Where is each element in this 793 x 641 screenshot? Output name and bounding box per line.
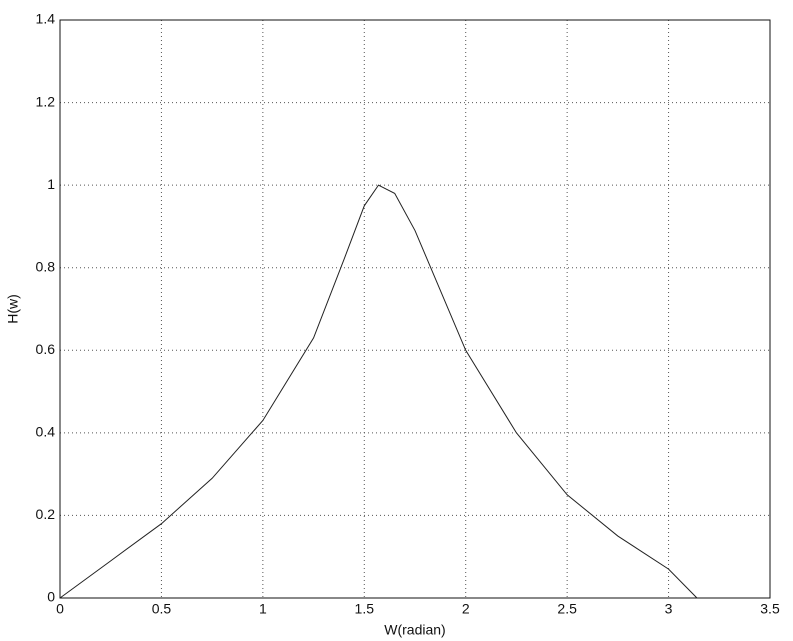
x-tick-label: 2.5 [557,601,577,617]
line [60,185,697,598]
chart: W(radian) H(w) 0 0.2 0.4 0.6 0.8 1 1.2 1.4 0 0.5 1… [0,0,793,641]
y-tick-label: 1.2 [36,93,56,109]
x-tick-label: 3.5 [760,601,780,617]
x-tick-label: 0.5 [152,601,172,617]
y-tick-label: 1 [47,176,55,192]
y-tick-label: 0.6 [36,341,56,357]
y-tick-label: 1.4 [36,11,56,27]
x-tick-label: 1 [259,601,267,617]
x-axis-label: W(radian) [384,622,445,638]
x-tick-label: 1.5 [355,601,375,617]
plot-frame [60,20,770,598]
y-tick-label: 0.4 [36,424,56,440]
y-tick-label: 0.8 [36,258,56,274]
x-tick-label: 2 [462,601,470,617]
x-tick-label: 3 [665,601,673,617]
y-tick-label: 0.2 [36,506,56,522]
x-tick-label: 0 [56,601,64,617]
y-axis-label: H(w) [5,294,21,324]
y-tick-label: 0 [47,589,55,605]
